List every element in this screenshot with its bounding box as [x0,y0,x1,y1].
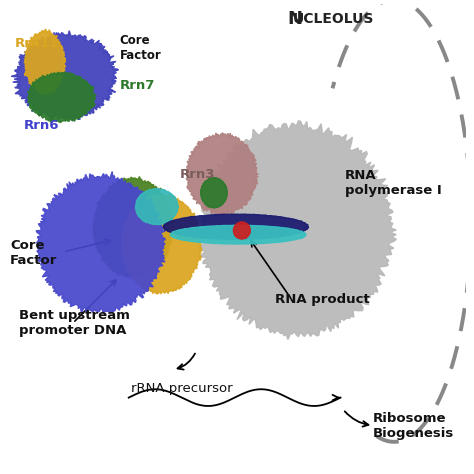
Text: Ribosome
Biogenesis: Ribosome Biogenesis [373,411,455,439]
Text: rRNA precursor: rRNA precursor [131,382,233,395]
Text: Core
Factor: Core Factor [119,35,161,63]
Polygon shape [11,31,119,122]
Text: UCLEOLUS: UCLEOLUS [293,12,374,26]
Text: Rrn7: Rrn7 [119,79,155,92]
Text: RNA
polymerase I: RNA polymerase I [345,170,442,198]
Polygon shape [186,133,258,216]
Polygon shape [163,214,309,239]
Polygon shape [201,177,227,208]
Polygon shape [27,72,96,123]
Polygon shape [36,172,165,314]
Polygon shape [93,176,174,278]
Text: Rrn11: Rrn11 [15,37,59,50]
Text: Rrn3: Rrn3 [180,168,215,181]
Text: Bent upstream
promoter DNA: Bent upstream promoter DNA [19,309,130,337]
Polygon shape [170,225,306,244]
Polygon shape [24,29,66,95]
Polygon shape [136,189,179,225]
Polygon shape [233,222,250,239]
Text: Core
Factor: Core Factor [10,239,57,267]
Text: Rrn6: Rrn6 [24,119,59,132]
Polygon shape [197,121,396,339]
Polygon shape [121,194,202,294]
Text: N: N [287,10,302,28]
Text: RNA product: RNA product [275,293,370,306]
